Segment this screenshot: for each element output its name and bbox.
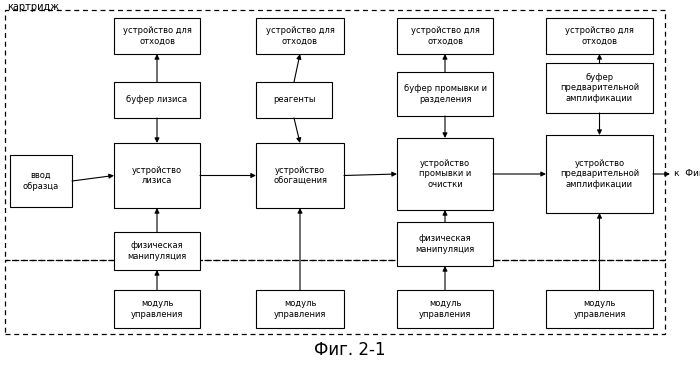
Text: к  Фиг. 2-2: к Фиг. 2-2 bbox=[674, 170, 700, 179]
Bar bbox=[114, 290, 200, 328]
Text: физическая
манипуляция: физическая манипуляция bbox=[415, 234, 475, 254]
Text: устройство для
отходов: устройство для отходов bbox=[565, 26, 634, 46]
Bar bbox=[5, 260, 665, 334]
Text: устройство для
отходов: устройство для отходов bbox=[265, 26, 335, 46]
Text: модуль
управления: модуль управления bbox=[274, 299, 326, 319]
Text: Фиг. 2-1: Фиг. 2-1 bbox=[314, 341, 386, 359]
Bar bbox=[10, 155, 72, 207]
Bar bbox=[546, 290, 653, 328]
Text: устройство
обогащения: устройство обогащения bbox=[273, 166, 327, 185]
Text: устройство
предварительной
амплификации: устройство предварительной амплификации bbox=[560, 159, 639, 189]
Bar bbox=[546, 63, 653, 113]
Text: устройство для
отходов: устройство для отходов bbox=[411, 26, 480, 46]
Bar bbox=[5, 10, 665, 260]
Bar bbox=[114, 143, 200, 208]
Bar bbox=[114, 18, 200, 54]
Bar bbox=[397, 222, 493, 266]
Bar bbox=[256, 143, 344, 208]
Bar bbox=[114, 82, 200, 118]
Text: картридж: картридж bbox=[7, 2, 59, 12]
Text: буфер лизиса: буфер лизиса bbox=[127, 96, 188, 105]
Text: модуль
управления: модуль управления bbox=[573, 299, 626, 319]
Text: буфер промывки и
разделения: буфер промывки и разделения bbox=[403, 84, 486, 104]
Bar bbox=[256, 290, 344, 328]
Text: реагенты: реагенты bbox=[273, 96, 315, 105]
Bar bbox=[397, 18, 493, 54]
Bar bbox=[256, 82, 332, 118]
Bar bbox=[546, 135, 653, 213]
Bar bbox=[397, 72, 493, 116]
Bar bbox=[256, 18, 344, 54]
Text: буфер
предварительной
амплификации: буфер предварительной амплификации bbox=[560, 73, 639, 103]
Text: физическая
манипуляция: физическая манипуляция bbox=[127, 241, 187, 261]
Bar bbox=[397, 138, 493, 210]
Bar bbox=[114, 232, 200, 270]
Bar bbox=[546, 18, 653, 54]
Text: устройство для
отходов: устройство для отходов bbox=[122, 26, 191, 46]
Bar bbox=[397, 290, 493, 328]
Text: модуль
управления: модуль управления bbox=[131, 299, 183, 319]
Text: устройство
лизиса: устройство лизиса bbox=[132, 166, 182, 185]
Text: модуль
управления: модуль управления bbox=[419, 299, 471, 319]
Text: устройство
промывки и
очистки: устройство промывки и очистки bbox=[419, 159, 471, 189]
Text: ввод
образца: ввод образца bbox=[23, 171, 59, 191]
